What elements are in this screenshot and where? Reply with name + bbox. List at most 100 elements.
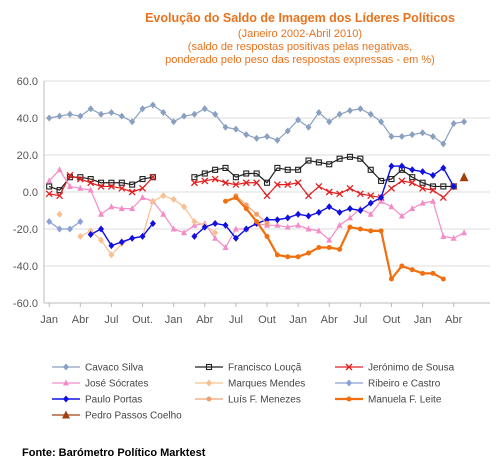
data-point: [294, 179, 302, 187]
data-point: [254, 219, 260, 225]
data-point: [253, 170, 260, 177]
data-point: [160, 108, 167, 116]
data-point: [274, 164, 281, 171]
data-point: [108, 251, 115, 259]
data-point: [264, 220, 270, 226]
data-point: [408, 179, 416, 187]
data-point: [367, 199, 374, 207]
data-point: [315, 227, 322, 234]
data-point: [326, 245, 332, 250]
series-line: [80, 195, 216, 256]
x-tick-label: Jul: [104, 314, 118, 326]
source-note: Fonte: Barómetro Político Marktest: [22, 447, 206, 459]
series-line: [225, 196, 444, 281]
data-point: [284, 214, 291, 222]
data-point: [129, 181, 136, 188]
x-tick-label: Out: [383, 314, 401, 326]
data-point: [98, 236, 105, 244]
data-point: [190, 179, 198, 187]
data-point: [336, 110, 343, 118]
legend-label: Francisco Louçã: [228, 363, 302, 374]
data-point: [87, 231, 94, 239]
data-point: [232, 125, 239, 133]
data-point: [367, 166, 374, 173]
data-point: [305, 123, 312, 131]
legend-item: Paulo Portas: [52, 395, 142, 406]
data-point: [378, 194, 385, 202]
data-point: [98, 110, 105, 118]
data-point: [388, 203, 395, 210]
data-point: [409, 166, 416, 174]
data-point: [409, 267, 415, 273]
data-point: [223, 198, 229, 204]
data-point: [139, 194, 146, 201]
data-point: [107, 182, 115, 190]
x-axis-ticks: Jan Abr Jul Out. Jan Abr Jul Out Jan Abr Jul Out Jan…: [40, 303, 463, 326]
legend-label: Ribeiro e Castro: [368, 379, 441, 390]
y-tick-label: -40.0: [13, 261, 38, 273]
data-point: [295, 210, 302, 218]
data-point: [295, 254, 301, 260]
data-point: [45, 190, 53, 198]
x-tick-label: Abr: [321, 314, 338, 326]
data-point: [118, 112, 125, 120]
data-point: [243, 170, 250, 177]
y-tick-label: 60.0: [17, 76, 38, 88]
data-point: [459, 172, 469, 182]
data-point: [191, 110, 198, 118]
data-point: [399, 263, 405, 269]
y-tick-label: 20.0: [17, 150, 38, 162]
series-jeronimo-de-sousa: [45, 171, 458, 202]
data-point: [191, 218, 198, 226]
y-axis-ticks: 60.0 40.0 20.0 0.0 -20.0 -40.0 -60.0: [13, 76, 38, 310]
data-point: [129, 205, 136, 212]
data-point: [56, 112, 63, 120]
legend-label: Jerónimo de Sousa: [368, 363, 455, 374]
data-point: [295, 116, 302, 124]
legend-marker: [206, 396, 212, 402]
data-point: [77, 232, 84, 240]
data-point: [181, 203, 188, 211]
data-point: [429, 183, 437, 190]
data-point: [305, 212, 312, 220]
data-point: [87, 186, 94, 193]
data-point: [66, 182, 73, 189]
series-line: [48, 221, 81, 230]
data-point: [357, 226, 363, 232]
legend-label: Cavaco Silva: [85, 363, 144, 374]
data-point: [160, 210, 167, 217]
x-tick-label: Jul: [229, 314, 243, 326]
data-point: [264, 233, 270, 239]
y-tick-label: -20.0: [13, 224, 38, 236]
series-cavaco-silva: [46, 101, 468, 148]
data-point: [409, 205, 416, 212]
data-point: [212, 229, 219, 237]
data-point: [87, 105, 94, 113]
data-point: [356, 190, 364, 198]
data-point: [367, 210, 374, 217]
data-point: [66, 225, 73, 233]
data-point: [139, 232, 146, 240]
data-point: [56, 192, 64, 200]
data-point: [336, 190, 344, 198]
x-tick-label: Abr: [445, 314, 462, 326]
data-point: [419, 179, 426, 186]
data-point: [46, 177, 53, 184]
data-point: [232, 234, 239, 242]
data-point: [429, 197, 436, 204]
legend-item: Jerónimo de Sousa: [335, 363, 455, 374]
y-tick-label: 40.0: [17, 113, 38, 125]
x-tick-label: Jan: [414, 314, 432, 326]
data-point: [295, 166, 302, 173]
series-ribeiro-e-castro: [46, 218, 84, 233]
data-point: [129, 234, 136, 242]
data-point: [461, 229, 468, 236]
chart-subtitle-line-2: (saldo de respostas positivas pelas nega…: [188, 41, 412, 53]
data-point: [108, 179, 115, 186]
data-point: [149, 174, 156, 181]
data-point: [378, 118, 385, 126]
data-point: [242, 179, 250, 187]
data-point: [139, 184, 146, 192]
data-point: [409, 174, 416, 181]
